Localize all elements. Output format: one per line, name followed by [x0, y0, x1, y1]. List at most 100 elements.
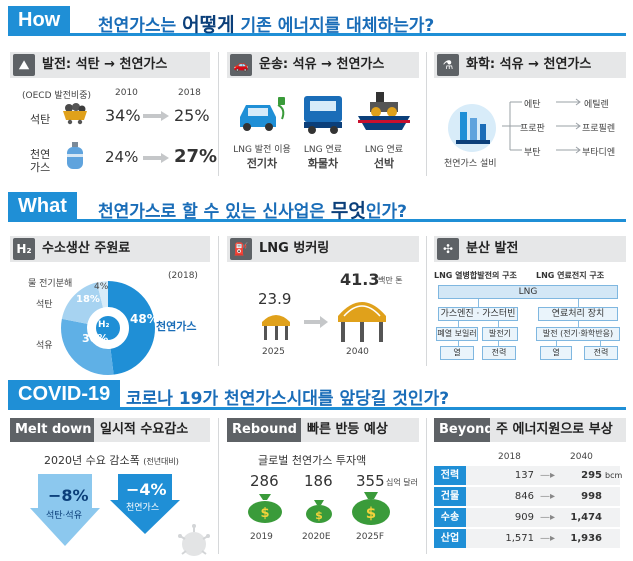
gas-decline-arrow — [110, 474, 180, 534]
rebound-year-2019: 2019 — [250, 532, 273, 542]
hydrogen-panel-header: H₂ 수소생산 주원료 — [10, 236, 210, 262]
chem-to-3: 부타디엔 — [582, 148, 616, 158]
beyond-year-2018: 2018 — [498, 452, 521, 462]
factory-icon: ⛰ — [13, 54, 35, 76]
gas-engine-box: 가스엔진 · 가스터빈 — [438, 307, 518, 321]
transport-panel-header: 🚗 운송: 석유 → 천연가스 — [227, 52, 419, 78]
lng-tank-large-icon — [338, 302, 386, 342]
money-bag-icon: $ — [248, 494, 282, 523]
water-share-value: 4% — [94, 282, 109, 292]
lng-ship-icon — [358, 92, 410, 130]
meltdown-title: 일시적 수요감소 — [94, 418, 210, 442]
power-year-2018: 2018 — [178, 88, 201, 98]
hydrogen-icon: H₂ — [13, 238, 35, 260]
gas-label: 천연 가스 — [30, 148, 51, 174]
transport-item-1: LNG 발전 이용 전기차 — [233, 145, 291, 170]
coal-arrow-icon — [143, 111, 169, 121]
distributed-panel-header: ✣ 분산 발전 — [434, 236, 626, 262]
power-panel-title: 발전: 석탄 → 천연가스 — [42, 57, 168, 72]
divider — [218, 236, 219, 366]
what-section-tag: What — [8, 192, 77, 220]
electric-car-icon — [240, 97, 285, 131]
coal-2018-value: 25% — [174, 106, 210, 125]
beyond-tag: Beyond — [434, 418, 499, 442]
car-icon: 🚗 — [230, 54, 252, 76]
covid-section-tag: COVID-19 — [8, 380, 121, 408]
rebound-value-2019: 286 — [250, 472, 279, 490]
money-bag-icon: $ — [352, 492, 390, 525]
legend-coal: 석탄 — [36, 300, 53, 310]
rebound-tag: Rebound — [227, 418, 302, 442]
chp-structure-label: LNG 열병합발전의 구조 — [434, 271, 517, 280]
gas-share-value: 48% — [130, 312, 159, 326]
bunkering-2025-value: 23.9 — [258, 290, 292, 308]
oil-decline-value: −8% — [48, 486, 89, 505]
rebound-value-2025: 355 — [356, 472, 385, 490]
fuel-processor-box: 연료처리 장치 — [538, 307, 618, 321]
table-row: 건물 846 —▸ 998 — [434, 487, 620, 506]
gas-facility-icon — [448, 104, 496, 152]
connector — [478, 299, 479, 307]
divider — [426, 236, 427, 366]
rebound-panel-header: Rebound 빠른 반등 예상 — [227, 418, 419, 442]
beyond-year-2040: 2040 — [570, 452, 593, 462]
network-icon: ✣ — [437, 238, 459, 260]
gas-decline-value: −4% — [126, 480, 167, 499]
svg-text:$: $ — [366, 504, 376, 522]
bunkering-panel-title: LNG 벙커링 — [259, 241, 330, 256]
bunkering-unit: 백만 톤 — [378, 276, 403, 285]
chp-power-output: 전력 — [482, 346, 516, 360]
rebound-year-2025: 2025F — [356, 532, 385, 542]
divider — [218, 52, 219, 176]
legend-gas: 천연가스 — [156, 320, 197, 333]
connector — [600, 341, 601, 346]
rebound-value-2020: 186 — [304, 472, 333, 490]
transport-item-2: LNG 연료 화물차 — [303, 145, 343, 170]
flask-icon: ⚗ — [437, 54, 459, 76]
svg-text:$: $ — [315, 509, 323, 522]
hydrogen-year: (2018) — [168, 271, 198, 281]
hydrogen-panel-title: 수소생산 주원료 — [42, 241, 131, 256]
fuelcell-power-output: 전력 — [584, 346, 618, 360]
bunkering-panel-header: ⛽ LNG 벙커링 — [227, 236, 419, 262]
rebound-year-2020: 2020E — [302, 532, 331, 542]
lng-source-box: LNG — [438, 285, 618, 299]
hydrogen-donut-chart — [61, 281, 155, 375]
bunkering-year-2040: 2040 — [346, 347, 369, 357]
what-section-title: 천연가스로 할 수 있는 신사업은 무엇인가? — [98, 200, 408, 222]
virus-icon — [178, 524, 210, 556]
donut-center-label: H₂ — [98, 320, 110, 330]
transport-item-3: LNG 연료 선박 — [364, 145, 404, 170]
fuel-nozzle-icon: ⛽ — [230, 238, 252, 260]
rebound-unit: 십억 달러 — [386, 478, 418, 487]
cargo-truck-icon — [304, 96, 342, 134]
gas-2018-value: 27% — [174, 146, 218, 167]
connector — [498, 341, 499, 346]
how-section-rule — [8, 33, 626, 36]
chem-panel-header: ⚗ 화학: 석유 → 천연가스 — [434, 52, 626, 78]
rebound-title: 빠른 반등 예상 — [301, 418, 419, 442]
gas-decline-label: 천연가스 — [126, 503, 160, 513]
meltdown-tag: Melt down — [10, 418, 97, 442]
meltdown-panel-header: Melt down 일시적 수요감소 — [10, 418, 210, 442]
transport-panel-title: 운송: 석유 → 천연가스 — [259, 57, 385, 72]
oil-decline-label: 석탄·석유 — [46, 511, 82, 521]
gas-facility-label: 천연가스 설비 — [444, 159, 497, 169]
coal-cart-icon — [63, 103, 87, 125]
connector — [498, 321, 499, 327]
chem-to-2: 프로필렌 — [582, 124, 616, 134]
gas-cylinder-icon — [67, 142, 83, 169]
chem-from-1: 에탄 — [524, 100, 541, 110]
chem-from-2: 프로판 — [520, 124, 545, 134]
chem-panel-title: 화학: 석유 → 천연가스 — [466, 57, 592, 72]
connector — [458, 341, 459, 346]
divider — [426, 418, 427, 554]
legend-oil: 석유 — [36, 341, 53, 351]
table-row: 전력 137 —▸ 295 bcm — [434, 466, 622, 485]
power-panel-header: ⛰ 발전: 석탄 → 천연가스 — [10, 52, 210, 78]
connector — [556, 341, 557, 346]
chem-branch-lines — [502, 98, 581, 154]
oecd-share-label: (OECD 발전비중) — [22, 91, 91, 101]
bunkering-2040-value: 41.3 — [340, 270, 380, 289]
power-year-2010: 2010 — [115, 88, 138, 98]
